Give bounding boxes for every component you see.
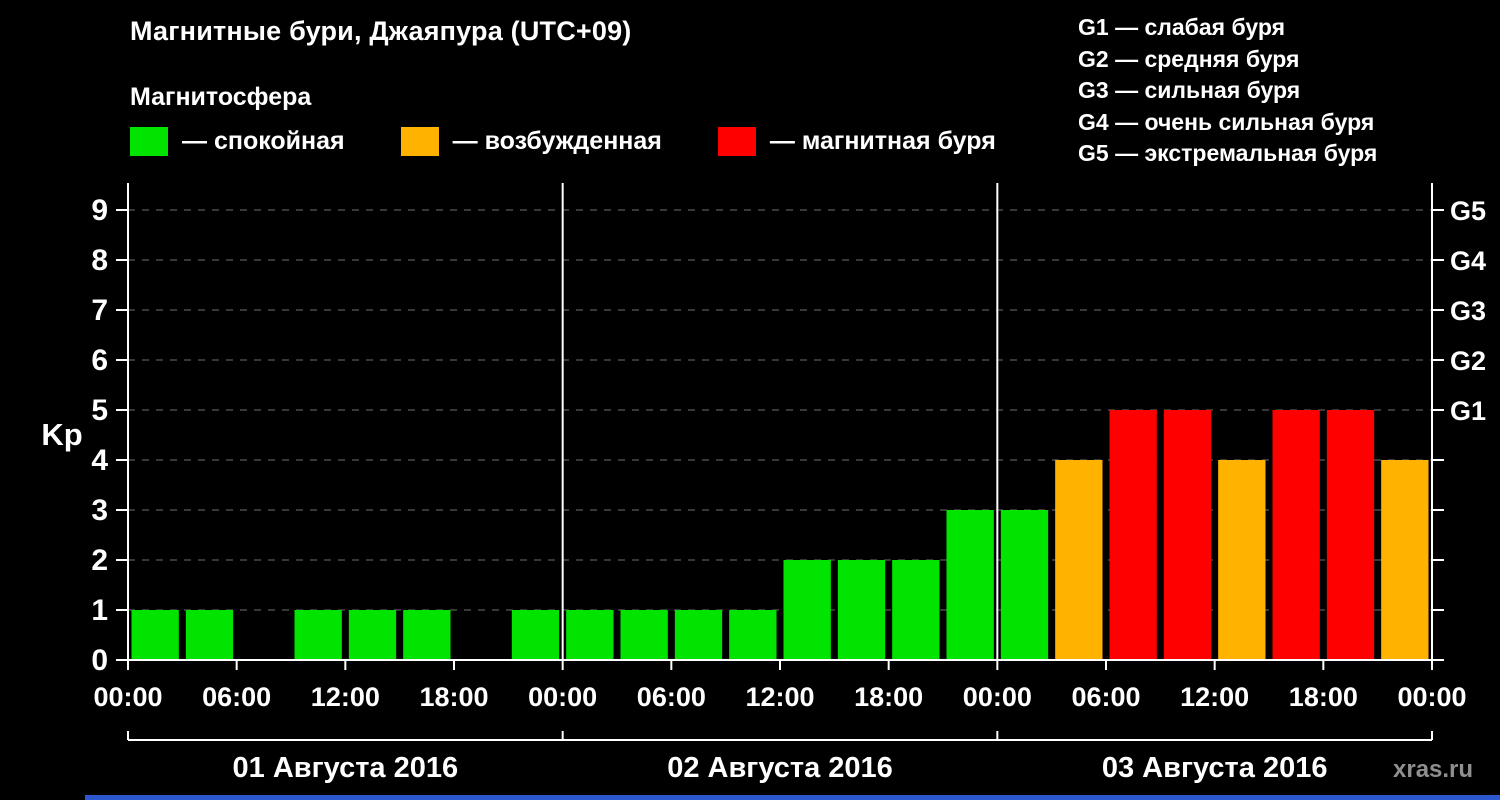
y-axis-label-8: 8 (91, 244, 108, 277)
xras-watermark: xras.ru (1393, 756, 1474, 783)
kp-bar-day3-h18 (1326, 410, 1375, 660)
right-axis-label-G3: G3 (1450, 296, 1486, 326)
g-scale-line-g1: G1 — слабая буря (1078, 14, 1286, 40)
kp-bar-day1-h21 (511, 610, 560, 660)
hour-label: 06:00 (1071, 682, 1140, 712)
kp-bar-day2-h18 (892, 560, 940, 660)
chart-title: Магнитные бури, Джаяпура (UTC+09) (130, 16, 632, 46)
hour-label: 12:00 (311, 682, 380, 712)
hour-label: 06:00 (637, 682, 706, 712)
magnetosphere-heading: Магнитосфера (130, 83, 312, 111)
kp-bar-day2-h21 (946, 510, 994, 660)
right-axis-label-G2: G2 (1450, 346, 1486, 376)
kp-bar-day3-h0 (1000, 510, 1049, 660)
kp-bar-day1-h12 (348, 610, 397, 660)
y-axis-label-2: 2 (91, 544, 108, 577)
legend-item-storm: — магнитная буря (717, 127, 996, 156)
y-axis-title: Kp (41, 417, 82, 452)
right-axis-label-G5: G5 (1450, 196, 1486, 226)
right-axis-label-G4: G4 (1450, 246, 1486, 276)
hour-label: 06:00 (202, 682, 271, 712)
hour-label: 12:00 (745, 682, 814, 712)
kp-bar-day2-h3 (620, 610, 668, 660)
y-axis-label-3: 3 (91, 494, 108, 527)
legend-item-label: — спокойная (182, 127, 345, 155)
legend-item-active: — возбужденная (400, 127, 662, 156)
date-label-day3: 03 Августа 2016 (1102, 752, 1328, 784)
hour-label: 00:00 (963, 682, 1032, 712)
g-scale-line-g4: G4 — очень сильная буря (1078, 108, 1375, 135)
y-axis-label-4: 4 (91, 444, 108, 477)
kp-bar-day3-h3 (1055, 460, 1103, 660)
kp-bar-day2-h15 (837, 560, 886, 660)
kp-bar-day2-h12 (783, 560, 831, 660)
hour-label: 00:00 (528, 682, 597, 712)
y-axis-label-1: 1 (91, 594, 108, 627)
hour-label: 12:00 (1180, 682, 1249, 712)
hour-label: 00:00 (1397, 682, 1466, 712)
date-label-day2: 02 Августа 2016 (667, 752, 893, 784)
kp-bar-day1-h9 (294, 610, 342, 660)
kp-bar-day3-h12 (1218, 460, 1266, 660)
kp-bar-day3-h6 (1109, 410, 1157, 660)
date-label-day1: 01 Августа 2016 (233, 752, 459, 784)
kp-bar-day1-h15 (403, 610, 451, 660)
g-scale-line-g3: G3 — сильная буря (1078, 77, 1301, 103)
y-axis-label-7: 7 (91, 294, 108, 327)
kp-bar-day2-h0 (566, 610, 614, 660)
g-scale-line-g2: G2 — средняя буря (1078, 45, 1300, 72)
legend-item-label: — возбужденная (452, 127, 662, 155)
g-scale-legend: G1 — слабая буря G2 — средняя буря G3 — … (1078, 12, 1377, 170)
kp-bar-day1-h3 (185, 610, 234, 660)
legend-item-calm: — спокойная (130, 127, 345, 156)
active-color-swatch (400, 127, 439, 156)
calm-color-swatch (130, 127, 168, 156)
legend-item-label: — магнитная буря (769, 127, 996, 155)
hour-label: 18:00 (854, 682, 923, 712)
g-scale-line-g5: G5 — экстремальная буря (1078, 140, 1378, 166)
kp-bar-day3-h21 (1381, 460, 1429, 660)
y-axis-label-0: 0 (91, 644, 108, 677)
kp-bar-day1-h0 (131, 610, 179, 660)
kp-bar-day3-h15 (1272, 410, 1320, 660)
magnetosphere-legend: — спокойная — возбужденная — магнитная б… (130, 127, 996, 156)
kp-bar-day2-h6 (674, 610, 723, 660)
kp-bar-day3-h9 (1163, 410, 1212, 660)
bottom-strip (85, 795, 1500, 800)
y-axis-label-5: 5 (91, 394, 108, 427)
right-axis-label-G1: G1 (1450, 396, 1486, 426)
hour-label: 18:00 (419, 682, 488, 712)
y-axis-label-6: 6 (91, 344, 108, 377)
kp-bar-day2-h9 (729, 610, 777, 660)
storm-color-swatch (717, 127, 756, 156)
y-axis-label-9: 9 (91, 194, 108, 227)
hour-label: 00:00 (93, 682, 162, 712)
hour-label: 18:00 (1289, 682, 1358, 712)
